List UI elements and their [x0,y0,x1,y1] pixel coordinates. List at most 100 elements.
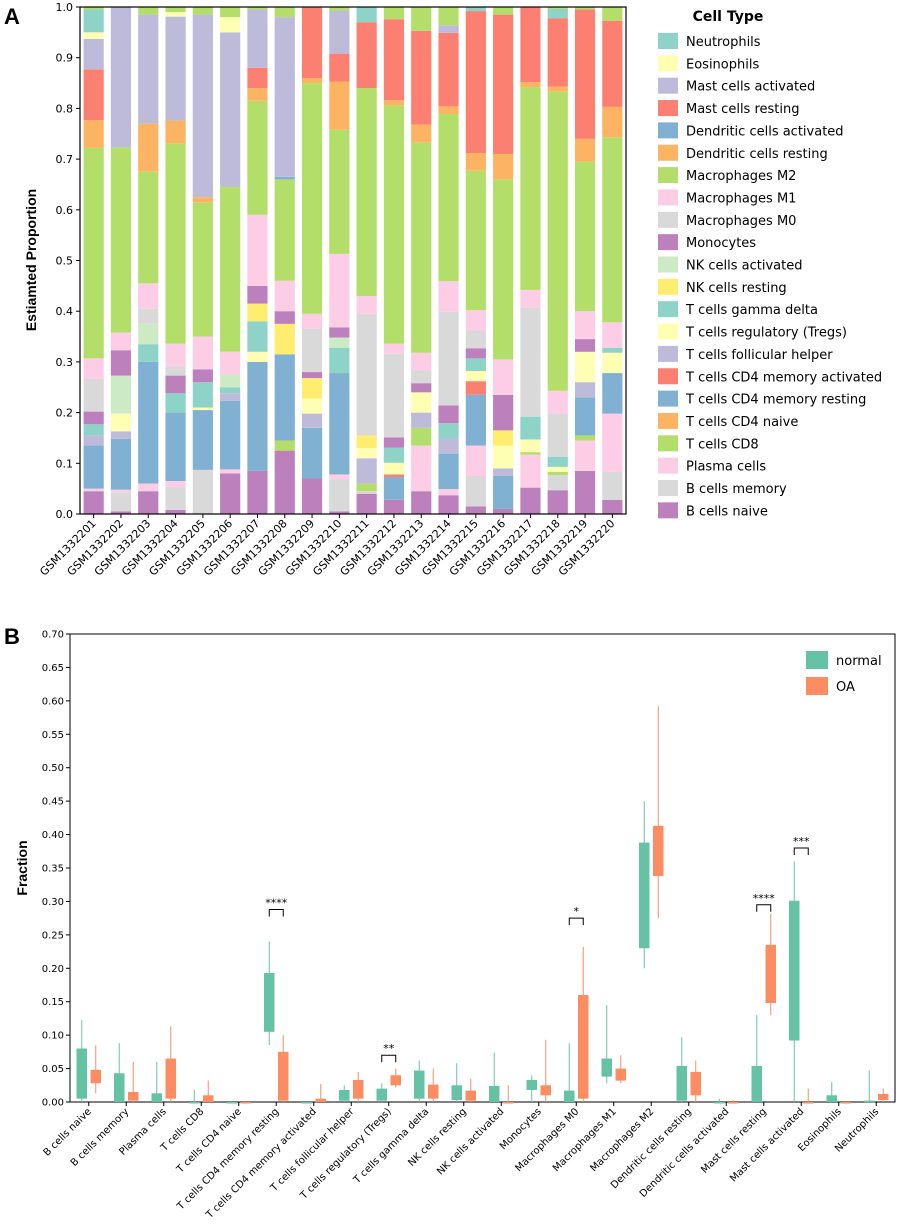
y-tick-label: 0.15 [42,997,64,1008]
panel-a-label: A [4,4,20,29]
bar-segment-macrophages-m1 [192,336,213,370]
bar-segment-mast-cells-resting [547,18,568,87]
bar-segment-macrophages-m2 [520,87,541,290]
box-oa [653,825,664,877]
box-normal [489,1085,500,1102]
bar-segment-t-cells-gamma-delta [383,447,405,463]
bar-segment-plasma-cells [165,481,186,488]
bar-segment-dendritic-cells-resting [547,86,568,92]
bar-segment-b-cells-memory [465,475,486,507]
bar-segment-t-cells-cd8 [274,440,295,451]
y-tick-label: 0.5 [56,255,74,268]
bar-segment-mast-cells-activated [110,7,132,148]
box-oa [503,1102,514,1104]
bar-segment-t-cells-follicular-helper [574,382,596,398]
bar-segment-remainder [138,7,159,15]
legend-swatch-t-cells-cd8 [658,435,678,452]
x-tick-label: T cells gamma delta [351,1106,431,1186]
bar-segment-macrophages-m1 [574,311,596,340]
y-tick-label: 0.1 [56,457,74,470]
y-tick-label: 0.8 [56,102,74,115]
legend-swatch-dendritic-cells-resting [658,144,678,161]
bar-segment-nk-cells-resting [493,430,514,446]
bar-segment-b-cells-memory [192,469,213,514]
bar-segment-macrophages-m0 [465,330,486,349]
bar-segment-macrophages-m2 [383,105,405,344]
bar-segment-t-cells-cd4-memory-resting [192,410,213,470]
bar-segment-nk-cells-activated [138,323,159,345]
bar-segment-b-cells-memory [329,479,350,512]
bar-segment-remainder [547,7,568,10]
bar-segment-t-cells-regulatory-tregs [301,398,323,414]
bar-segment-t-cells-regulatory-tregs [192,407,213,411]
bar-segment-monocytes [110,350,132,376]
box-normal [339,1089,350,1101]
bar-segment-monocytes [411,383,432,393]
bar-segment-macrophages-m2 [165,143,186,344]
bar-segment-t-cells-regulatory-tregs [247,351,268,362]
legend-label-t-cells-cd4-memory-activated: T cells CD4 memory activated [685,370,882,385]
bar-segment-b-cells-naive [329,511,350,514]
bar-segment-monocytes [329,327,350,338]
box-oa [728,1102,739,1104]
bar-segment-macrophages-m2 [493,179,514,360]
box-normal [76,1048,87,1099]
bar-segment-mast-cells-resting [574,9,596,139]
bar-segment-dendritic-cells-resting [411,124,432,143]
legend-label-b-cells-naive: B cells naive [686,504,768,519]
legend-swatch-nk-cells-activated [658,256,678,273]
bar-segment-remainder [329,7,350,11]
box-normal [676,1065,687,1101]
legend-label-nk-cells-activated: NK cells activated [686,259,803,274]
bar-segment-plasma-cells [574,440,596,471]
box-normal [751,1065,762,1102]
box-oa [240,1102,251,1104]
y-tick-label: 0.50 [42,763,64,774]
significance-bracket [381,1054,397,1063]
bar-segment-b-cells-naive [493,508,514,514]
bar-segment-macrophages-m2 [602,137,623,323]
significance-label: **** [753,892,776,905]
bar-segment-macrophages-m2 [438,113,459,282]
bar-segment-b-cells-naive [356,493,377,514]
bar-segment-dendritic-cells-resting [329,81,350,130]
bar-segment-macrophages-m2 [220,186,241,352]
bar-segment-t-cells-regulatory-tregs [465,371,486,382]
bar-segment-mast-cells-activated [438,25,459,33]
box-oa [615,1068,626,1081]
legend-swatch-mast-cells-resting [658,100,678,117]
bar-segment-t-cells-cd8 [520,452,541,455]
bar-segment-t-cells-cd4-memory-resting [602,373,623,414]
legend-label-dendritic-cells-activated: Dendritic cells activated [686,124,844,139]
bar-segment-b-cells-naive [383,499,405,514]
bar-segment-mast-cells-activated [274,17,295,177]
bar-segment-t-cells-follicular-helper [411,412,432,428]
bar-segment-t-cells-gamma-delta [192,382,213,408]
bar-segment-b-cells-naive [411,491,432,514]
bar-segment-macrophages-m2 [247,100,268,215]
legend-label-plasma-cells: Plasma cells [686,460,766,475]
bar-segment-b-cells-memory [356,491,377,494]
bar-segment-remainder [247,7,268,10]
box-normal [714,1102,725,1104]
bar-segment-nk-cells-resting [301,378,323,399]
bar-segment-mast-cells-resting [602,20,623,107]
bar-segment-t-cells-cd4-memory-resting [574,397,596,436]
bar-segment-b-cells-memory [602,471,623,500]
bar-segment-mast-cells-resting [520,7,541,83]
bar-segment-mast-cells-resting [411,30,432,125]
bar-segment-monocytes [83,411,104,425]
panel-b-label: B [4,624,20,649]
bar-segment-plasma-cells [602,413,623,472]
legend-label-nk-cells-resting: NK cells resting [686,281,787,296]
bar-segment-t-cells-gamma-delta [438,423,459,439]
bar-segment-macrophages-m1 [165,343,186,367]
box-normal [601,1058,612,1077]
x-tick-label: NK cells activated [435,1106,506,1177]
bar-segment-remainder [574,7,596,10]
bar-segment-mast-cells-activated [138,14,159,124]
box-normal [564,1090,575,1102]
bar-segment-b-cells-naive [574,470,596,514]
box-normal [151,1093,162,1102]
legend-swatch-macrophages-m0 [658,211,678,228]
